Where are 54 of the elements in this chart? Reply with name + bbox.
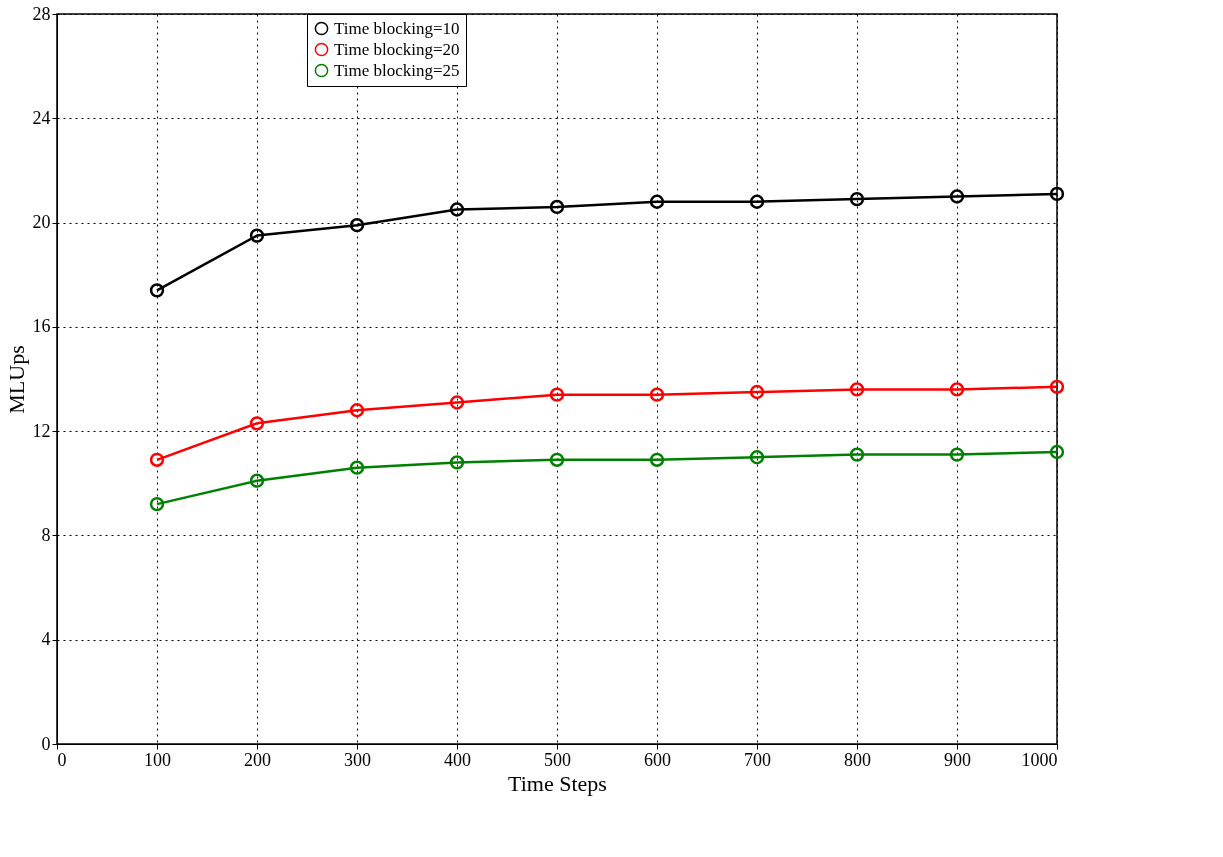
legend-label: Time blocking=10 bbox=[334, 18, 460, 38]
point bbox=[749, 384, 765, 400]
point bbox=[849, 191, 865, 207]
x-tick-label: 0 bbox=[57, 749, 67, 770]
y-tick-label: 0 bbox=[41, 733, 51, 754]
x-tick-label: 1000 bbox=[1021, 749, 1058, 770]
point bbox=[949, 189, 965, 204]
y-tick-label: 8 bbox=[41, 524, 51, 545]
point bbox=[549, 199, 565, 215]
point bbox=[1049, 186, 1065, 202]
point bbox=[449, 395, 465, 410]
point bbox=[149, 283, 165, 298]
x-tick-label: 600 bbox=[644, 749, 671, 770]
point bbox=[1049, 379, 1065, 394]
y-tick-label: 4 bbox=[41, 629, 51, 650]
legend-label: Time blocking=25 bbox=[334, 60, 460, 80]
point bbox=[649, 194, 665, 209]
point bbox=[649, 452, 665, 467]
point bbox=[849, 447, 865, 462]
point bbox=[349, 403, 365, 418]
y-tick-label: 24 bbox=[32, 107, 51, 128]
point bbox=[249, 416, 265, 431]
point bbox=[149, 452, 165, 467]
point bbox=[749, 194, 765, 209]
y-tick-label: 12 bbox=[32, 420, 51, 441]
point bbox=[449, 455, 465, 470]
y-tick-label: 16 bbox=[32, 316, 51, 337]
legend-label: Time blocking=20 bbox=[334, 39, 460, 59]
x-axis-title: Time Steps bbox=[508, 770, 607, 796]
point bbox=[849, 382, 865, 397]
x-tick-label: 200 bbox=[244, 749, 271, 770]
point bbox=[349, 460, 365, 475]
x-tick-label: 500 bbox=[544, 749, 571, 770]
x-tick-label: 800 bbox=[844, 749, 871, 770]
point bbox=[249, 473, 265, 488]
x-tick-label: 300 bbox=[344, 749, 371, 770]
y-axis-title: MLUps bbox=[3, 345, 29, 414]
x-tick-label: 900 bbox=[944, 749, 971, 770]
point bbox=[449, 202, 465, 217]
x-tick-label: 700 bbox=[744, 749, 771, 770]
point bbox=[749, 450, 765, 465]
x-tick-label: 400 bbox=[444, 749, 471, 770]
point bbox=[249, 228, 265, 243]
x-tick-label: 100 bbox=[144, 749, 171, 770]
point bbox=[549, 452, 565, 467]
y-tick-label: 20 bbox=[32, 212, 51, 233]
point bbox=[649, 387, 665, 402]
point bbox=[149, 496, 165, 512]
point bbox=[949, 447, 965, 462]
point bbox=[1049, 444, 1065, 460]
point bbox=[949, 382, 965, 397]
point bbox=[349, 218, 365, 233]
y-tick-label: 28 bbox=[32, 3, 51, 24]
point bbox=[549, 387, 565, 402]
